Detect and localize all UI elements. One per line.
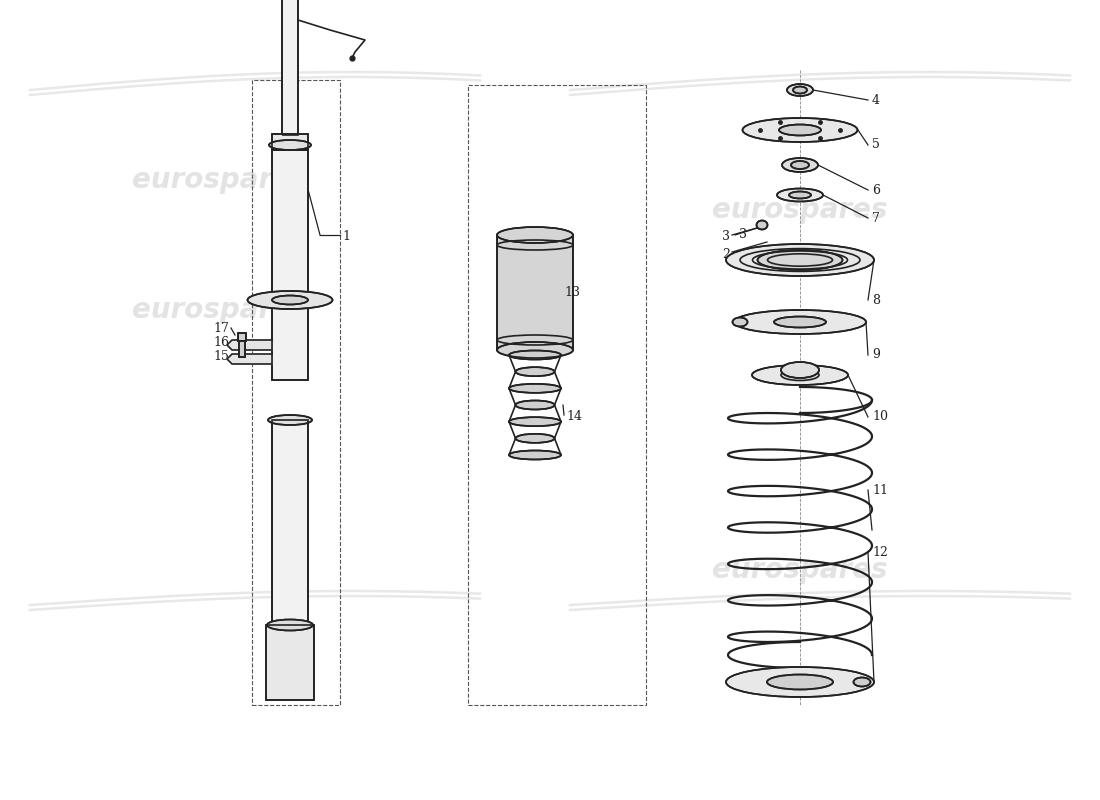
Text: 16: 16	[213, 335, 229, 349]
Text: 12: 12	[872, 546, 888, 558]
Bar	[468, 85, 646, 705]
Ellipse shape	[509, 417, 561, 426]
Text: 15: 15	[213, 350, 229, 362]
Text: 13: 13	[564, 286, 580, 298]
Text: 3: 3	[722, 230, 730, 243]
Ellipse shape	[497, 227, 573, 243]
Ellipse shape	[758, 250, 843, 270]
Bar	[272, 134, 308, 150]
Text: 11: 11	[872, 483, 888, 497]
Ellipse shape	[267, 619, 314, 630]
Ellipse shape	[248, 291, 332, 309]
Ellipse shape	[791, 161, 808, 169]
Bar	[266, 625, 314, 700]
Ellipse shape	[752, 365, 848, 385]
Ellipse shape	[272, 295, 308, 305]
Text: 5: 5	[872, 138, 880, 151]
Text: 7: 7	[872, 211, 880, 225]
Polygon shape	[227, 354, 272, 364]
Bar	[238, 333, 246, 341]
Ellipse shape	[726, 244, 874, 276]
Ellipse shape	[786, 84, 813, 96]
Ellipse shape	[777, 189, 823, 202]
Bar	[282, 0, 298, 135]
Bar	[252, 80, 340, 705]
Ellipse shape	[767, 674, 833, 690]
Ellipse shape	[733, 318, 748, 326]
Ellipse shape	[854, 678, 870, 686]
Bar	[272, 420, 308, 625]
Bar	[272, 150, 308, 380]
Ellipse shape	[789, 191, 811, 198]
Ellipse shape	[726, 667, 874, 697]
Bar	[272, 420, 308, 625]
Text: 1: 1	[342, 230, 350, 243]
Ellipse shape	[781, 362, 820, 378]
Ellipse shape	[270, 140, 311, 150]
Text: eurospares: eurospares	[713, 196, 888, 224]
Polygon shape	[227, 340, 272, 350]
Text: 8: 8	[872, 294, 880, 306]
Ellipse shape	[757, 221, 768, 230]
Bar	[272, 150, 308, 380]
Ellipse shape	[774, 317, 826, 327]
Bar	[497, 235, 573, 350]
Text: eurospares: eurospares	[132, 166, 308, 194]
Ellipse shape	[779, 125, 821, 135]
Ellipse shape	[516, 434, 554, 443]
Bar	[272, 134, 308, 150]
Text: 2: 2	[722, 247, 730, 261]
Text: 6: 6	[872, 183, 880, 197]
Text: 10: 10	[872, 410, 888, 423]
Ellipse shape	[516, 401, 554, 410]
Ellipse shape	[782, 158, 818, 172]
Ellipse shape	[497, 342, 573, 358]
Ellipse shape	[781, 370, 820, 381]
Bar	[239, 341, 245, 357]
Ellipse shape	[509, 350, 561, 359]
Ellipse shape	[793, 86, 807, 94]
Bar	[238, 333, 246, 341]
Text: 4: 4	[872, 94, 880, 106]
Text: 3: 3	[739, 229, 747, 242]
Ellipse shape	[516, 367, 554, 376]
Text: eurospares: eurospares	[713, 556, 888, 584]
Ellipse shape	[268, 415, 312, 425]
Text: 9: 9	[872, 349, 880, 362]
Text: 17: 17	[213, 322, 229, 334]
Text: eurospares: eurospares	[132, 296, 308, 324]
Bar	[266, 625, 314, 700]
Text: 14: 14	[566, 410, 582, 423]
Ellipse shape	[509, 384, 561, 393]
Ellipse shape	[509, 450, 561, 459]
Bar	[282, 0, 298, 135]
Bar	[239, 341, 245, 357]
Ellipse shape	[734, 310, 866, 334]
Bar	[497, 235, 573, 350]
Ellipse shape	[742, 118, 858, 142]
